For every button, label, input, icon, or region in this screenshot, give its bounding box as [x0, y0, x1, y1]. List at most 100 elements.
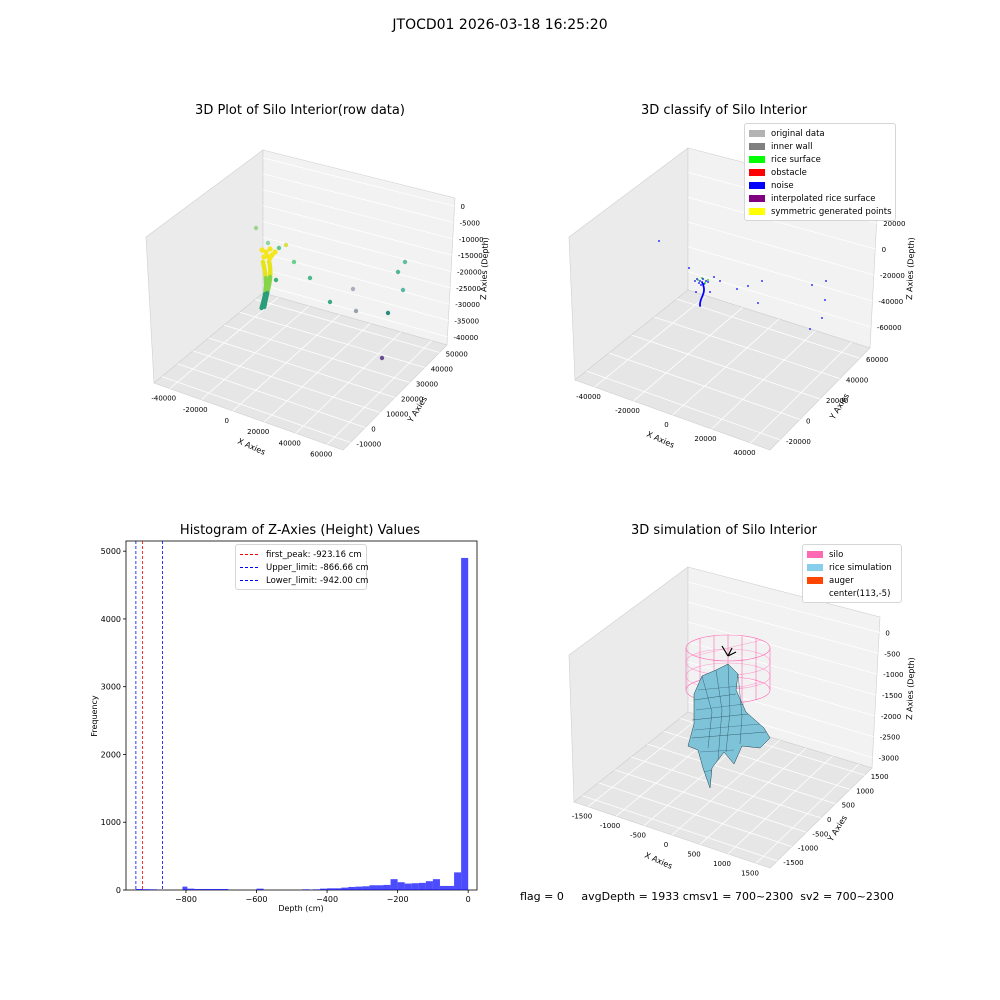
legend-swatch: [749, 169, 765, 176]
data-point: [698, 282, 700, 284]
legend-swatch: [807, 551, 823, 558]
legend-label: interpolated rice surface: [771, 193, 876, 204]
classify-3d-plot: -40000 -20000 0 20000 40000 -20000 0 20000 40000…: [568, 147, 916, 457]
y-tick-label: -1500: [783, 859, 803, 867]
z-axis-label: Z Axies (Depth): [905, 657, 916, 720]
legend-label: inner wall: [771, 141, 813, 152]
histogram-bar: [390, 879, 398, 890]
x-tick-label: −200: [387, 895, 409, 904]
rice-simulation-surface: [687, 663, 771, 789]
data-point: [262, 304, 267, 310]
legend-swatch: [807, 564, 823, 571]
data-point: [704, 282, 706, 284]
x-tick-label: -20000: [615, 407, 640, 415]
legend-entry: noise: [749, 179, 891, 192]
data-point: [259, 247, 265, 253]
histogram-bar: [135, 888, 143, 890]
z-tick-label: -5000: [460, 220, 480, 228]
data-point: [688, 267, 690, 269]
histogram-bar: [149, 889, 158, 890]
data-point: [811, 284, 813, 286]
tick-labels: -40000 -20000 0 20000 40000 -20000 0 20000 40000…: [576, 220, 905, 457]
y-tick-label: -10000: [356, 441, 381, 449]
legend-label: Lower_limit: -942.00 cm: [266, 575, 369, 586]
histogram-bar: [341, 887, 349, 890]
histogram-bar: [362, 886, 370, 890]
legend-swatch: [749, 208, 765, 215]
x-tick-label: 0: [664, 841, 668, 849]
sv1-text: sv1 = 700~2300: [699, 890, 794, 903]
legend-entry: rice surface: [749, 153, 891, 166]
x-tick-label: 1000: [713, 860, 731, 868]
legend-entry: first_peak: -923.16 cm: [240, 548, 362, 561]
y-tick-label: 500: [842, 802, 855, 810]
data-point: [307, 275, 313, 281]
histogram-bar: [302, 889, 310, 890]
legend-label: rice simulation: [829, 562, 892, 573]
data-point: [658, 240, 660, 242]
legend-entry: symmetric generated points: [749, 205, 892, 218]
data-point: [261, 254, 267, 260]
data-point: [263, 249, 269, 255]
data-point: [821, 317, 823, 319]
y-axis-label: Frequency: [90, 695, 99, 737]
simulation-legend: silo rice simulation auger center(113,-5): [802, 544, 902, 603]
data-point: [353, 308, 359, 314]
data-point: [699, 280, 701, 282]
y-tick-label: 1000: [101, 818, 121, 827]
data-point: [699, 305, 701, 307]
auger-marker: [721, 645, 737, 657]
data-point: [400, 287, 406, 293]
histogram-bar: [256, 888, 264, 890]
y-tick-label: 20000: [401, 396, 423, 404]
data-point: [700, 284, 702, 286]
z-tick-label: -15000: [458, 252, 483, 260]
panel1-title: 3D Plot of Silo Interior(row data): [195, 103, 405, 118]
x-tick-label: 0: [466, 895, 471, 904]
histogram-bar: [418, 882, 426, 890]
z-tick-label: -1500: [882, 692, 902, 700]
legend-swatch: [749, 182, 765, 189]
legend-entry: obstacle: [749, 166, 891, 179]
z-tick-label: -25000: [456, 285, 481, 293]
data-point: [824, 299, 826, 301]
flag-text: flag = 0: [520, 890, 564, 903]
data-point: [694, 280, 696, 282]
panel3-title: Histogram of Z-Axies (Height) Values: [179, 523, 421, 538]
z-tick-label: -10000: [459, 236, 484, 244]
z-tick-label: -35000: [454, 318, 479, 326]
data-point: [350, 286, 356, 292]
status-footer: flag = 0 avgDepth = 1933 cmsv1 = 700~230…: [520, 890, 894, 903]
y-tick-label: 40000: [431, 366, 453, 374]
legend-entry: Lower_limit: -942.00 cm: [240, 574, 368, 587]
histogram-bar: [142, 889, 150, 890]
legend-swatch: [749, 130, 765, 137]
y-tick-label: 0: [806, 417, 810, 425]
y-tick-label: 30000: [416, 381, 438, 389]
histogram-bar: [425, 881, 433, 890]
data-point: [747, 285, 749, 287]
data-point: [267, 246, 273, 252]
x-tick-label: -20000: [183, 406, 208, 414]
y-tick-label: 20000: [826, 397, 848, 405]
legend-label: center(113,-5): [829, 588, 891, 599]
x-tick-label: 60000: [310, 450, 332, 458]
histogram-bar: [201, 888, 229, 890]
histogram-bar: [369, 885, 377, 890]
y-tick-label: -20000: [786, 438, 811, 446]
legend-label: first_peak: -923.16 cm: [266, 549, 362, 560]
x-axis-label: X Axies: [643, 851, 674, 871]
data-point: [272, 249, 278, 255]
legend-line-swatch: [240, 567, 258, 568]
z-tick-label: -500: [884, 650, 900, 658]
histogram-bar: [404, 883, 412, 890]
histogram-bar: [411, 883, 419, 890]
x-tick-label: -500: [630, 832, 646, 840]
data-point: [719, 280, 721, 282]
z-tick-label: -2000: [881, 713, 901, 721]
z-axis-label: Z Axies (Depth): [905, 237, 916, 300]
histogram-bar: [312, 889, 321, 890]
tick-labels: −800 −600 −400 −200 0 0 1000 2000 3000 4000 5000: [101, 547, 471, 904]
y-tick-label: 2000: [101, 750, 121, 759]
data-point: [395, 269, 401, 275]
